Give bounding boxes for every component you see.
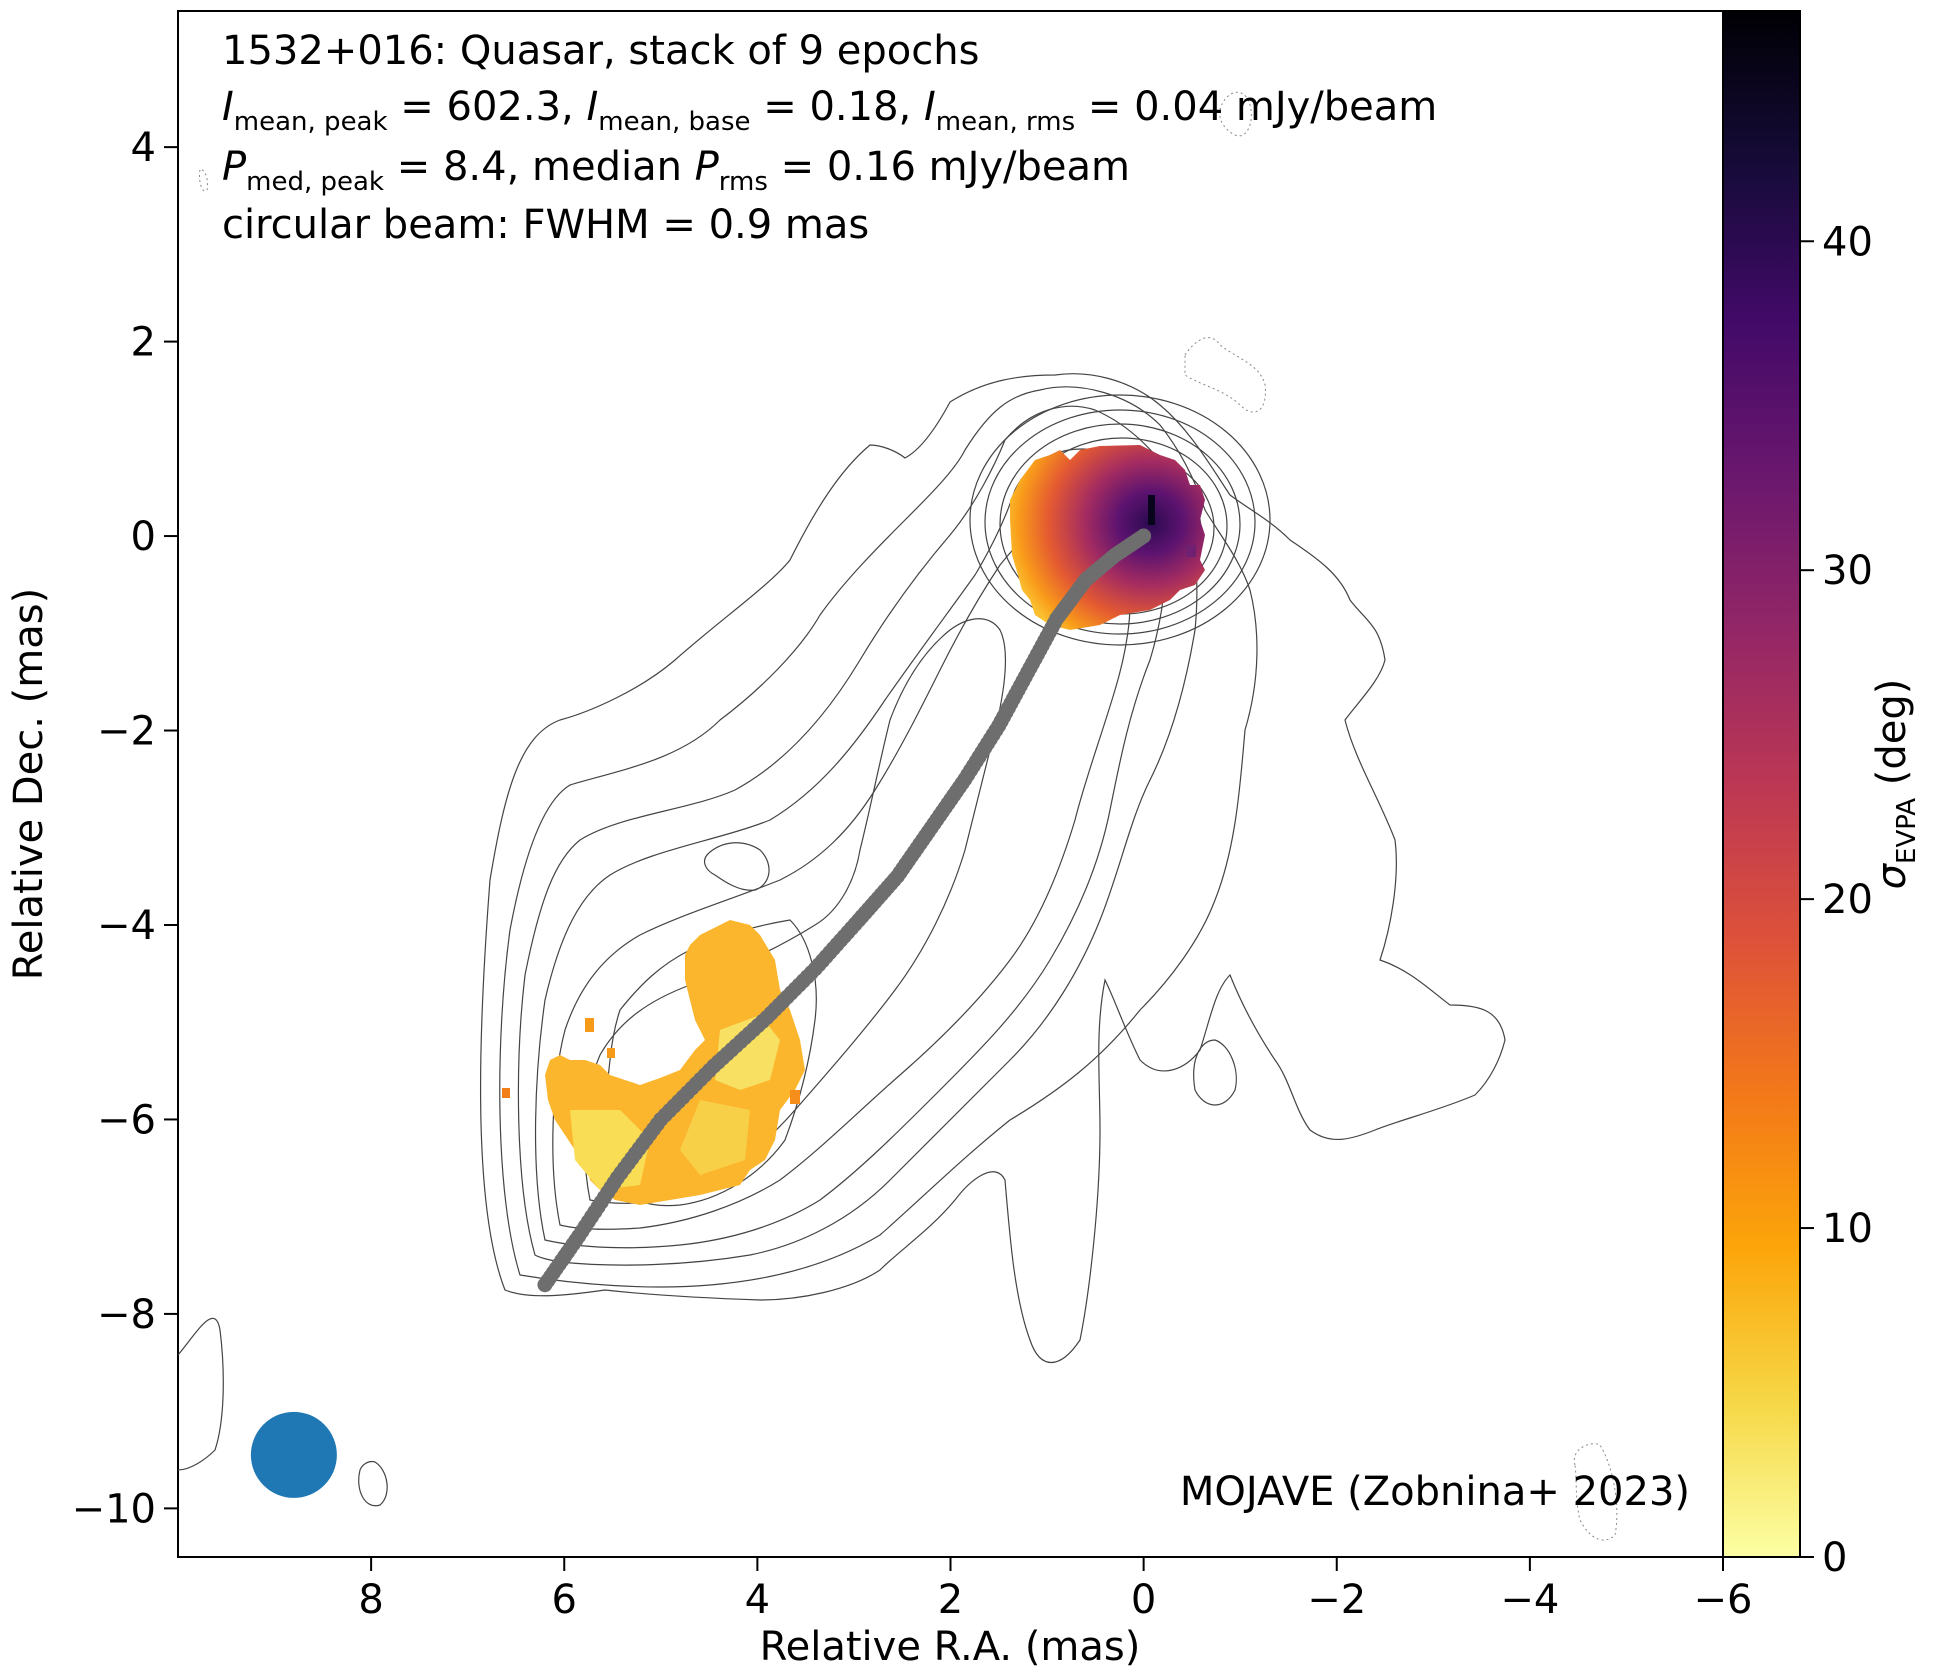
beam-ellipse xyxy=(250,1411,337,1498)
colorbar-tick-label: 40 xyxy=(1822,219,1873,265)
contour-level-1 xyxy=(479,373,1506,1364)
contour-level-8 xyxy=(703,842,770,891)
y-tick-label: −10 xyxy=(72,1486,156,1532)
x-axis-ticks: 8 6 4 2 0 −2 −4 −6 xyxy=(358,1557,1752,1623)
x-tick-label: −6 xyxy=(1694,1577,1753,1623)
colorbar-tick-label: 0 xyxy=(1822,1535,1847,1581)
ridgeline-point xyxy=(537,1277,553,1293)
y-tick-label: −6 xyxy=(97,1097,156,1143)
neg-contour-bottom-right xyxy=(1573,1443,1618,1541)
neg-contour-left xyxy=(199,169,208,192)
colorbar-tick-label: 30 xyxy=(1822,548,1873,594)
colorbar-tick-label: 10 xyxy=(1822,1206,1873,1252)
credit-label: MOJAVE (Zobnina+ 2023) xyxy=(1180,1469,1690,1515)
x-tick-label: −4 xyxy=(1500,1577,1559,1623)
title-line-3: Pmed, peak = 8.4, median Prms = 0.16 mJy… xyxy=(222,144,1130,197)
core-dark-pixel-2 xyxy=(1186,545,1196,557)
p-unit: mJy/beam xyxy=(929,144,1130,190)
x-tick-label: 6 xyxy=(552,1577,577,1623)
colorbar-ticks: 0 10 20 30 40 xyxy=(1800,219,1873,1581)
y-tick-label: −2 xyxy=(97,709,156,755)
p-rms-value: 0.16 xyxy=(827,144,916,190)
y-tick-label: 0 xyxy=(131,514,156,560)
x-tick-label: 0 xyxy=(1131,1577,1156,1623)
plot-title-block: 1532+016: Quasar, stack of 9 epochs Imea… xyxy=(222,28,1437,248)
jet-orange-pixel xyxy=(502,1088,510,1098)
x-tick-label: 2 xyxy=(938,1577,963,1623)
colorbar-tick-label: 20 xyxy=(1822,877,1873,923)
sigma-evpa-core xyxy=(1010,445,1205,630)
neg-contour-top xyxy=(1219,92,1252,137)
jet-orange-pixel-2 xyxy=(585,1018,594,1032)
core-contour-1 xyxy=(969,394,1271,646)
i-unit: mJy/beam xyxy=(1236,84,1437,130)
i-rms-value: 0.04 xyxy=(1134,84,1223,130)
y-tick-label: 4 xyxy=(131,125,156,171)
plot-area xyxy=(177,10,1724,1558)
negative-contours xyxy=(199,92,1618,1541)
x-tick-label: 4 xyxy=(745,1577,770,1623)
jet-pale-patch-3 xyxy=(680,1100,750,1175)
ridgeline-points xyxy=(537,528,1152,1293)
contour-level-2 xyxy=(499,386,1258,1288)
title-line-1: 1532+016: Quasar, stack of 9 epochs xyxy=(222,28,979,74)
contour-island-sw xyxy=(178,1317,224,1471)
x-tick-label: 8 xyxy=(358,1577,383,1623)
core-pixel-region xyxy=(1010,445,1205,630)
map-layers xyxy=(178,92,1618,1541)
jet-orange-pixel-4 xyxy=(790,1090,800,1104)
colorbar xyxy=(1722,10,1801,1558)
core-contour-2 xyxy=(984,409,1256,635)
y-tick-label: 2 xyxy=(131,320,156,366)
title-line-2: Imean, peak = 602.3, Imean, base = 0.18,… xyxy=(222,84,1437,137)
title-line-4: circular beam: FWHM = 0.9 mas xyxy=(222,202,869,248)
contour-island-small xyxy=(358,1460,388,1507)
x-tick-label: −2 xyxy=(1307,1577,1366,1623)
jet-orange-pixel-3 xyxy=(607,1048,615,1058)
x-axis-label: Relative R.A. (mas) xyxy=(760,1624,1141,1670)
contour-island-east xyxy=(1193,1039,1237,1106)
jet-pale-patch xyxy=(715,1015,780,1090)
y-axis-ticks: 4 2 0 −2 −4 −6 −8 −10 xyxy=(72,125,178,1532)
p-peak-value: 8.4 xyxy=(443,144,507,190)
core-dark-pixel xyxy=(1148,495,1155,525)
i-base-value: 0.18 xyxy=(809,84,898,130)
core-contour-3 xyxy=(999,423,1241,625)
y-axis-label: Relative Dec. (mas) xyxy=(6,588,52,980)
y-tick-label: −4 xyxy=(97,903,156,949)
y-tick-label: −8 xyxy=(97,1292,156,1338)
i-peak-value: 602.3 xyxy=(447,84,562,130)
neg-contour-top-right xyxy=(1184,337,1266,413)
colorbar-label: σEVPA (deg) xyxy=(1869,679,1922,890)
